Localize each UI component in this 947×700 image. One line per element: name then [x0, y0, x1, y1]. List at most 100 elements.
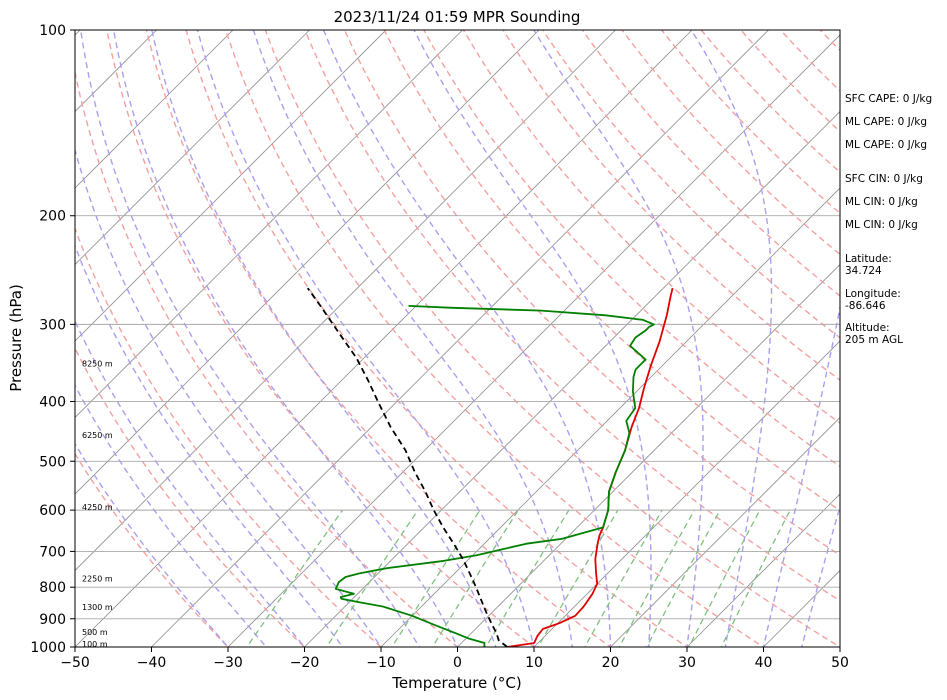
moist-adiabat [112, 30, 459, 647]
temperature-trace [507, 287, 674, 647]
chart-title: 2023/11/24 01:59 MPR Sounding [334, 8, 581, 26]
plot-frame [74, 29, 841, 648]
moist-adiabat [252, 30, 574, 647]
moist-adiabat-lines [75, 30, 840, 647]
x-tick-label: −50 [60, 655, 90, 671]
stat-altitude: Altitude: 205 m AGL [845, 322, 903, 346]
isotherm-line [75, 30, 311, 266]
moist-adiabat [75, 319, 306, 647]
isotherm-line [150, 30, 770, 647]
stat-ml-cape: ML CAPE: 0 J/kg [845, 116, 928, 128]
dry-adiabat [75, 452, 229, 647]
moist-adiabat [533, 30, 704, 647]
dry-adiabat [502, 30, 840, 382]
isotherm-line [75, 30, 158, 113]
isotherm-line [903, 16, 947, 660]
x-tick-label: 40 [755, 655, 773, 671]
isotherm-line [75, 30, 693, 647]
isotherm-line [75, 30, 234, 189]
y-tick-label: 100 [39, 23, 66, 39]
isotherm-line [75, 30, 540, 495]
mixing-ratio-line [645, 509, 721, 647]
dry-adiabat [224, 30, 765, 647]
moist-adiabat [322, 30, 612, 647]
dewpoint-trace [334, 305, 655, 647]
height-label: 500 m [82, 628, 108, 637]
y-axis-title: Pressure (hPa) [7, 284, 25, 392]
stat-latitude: Latitude: 34.724 [845, 253, 892, 277]
dry-adiabat [185, 30, 689, 647]
x-tick-label: 0 [453, 655, 462, 671]
moist-adiabat [413, 30, 652, 647]
mixing-ratio-line [325, 509, 419, 647]
height-label: 2250 m [82, 575, 113, 584]
moist-adiabat [151, 30, 497, 647]
y-tick-label: 400 [39, 394, 66, 410]
stat-ml-cin: ML CIN: 0 J/kg [845, 196, 918, 208]
y-tick-label: 200 [39, 209, 66, 225]
isotherm-line [303, 110, 840, 647]
x-axis-ticks: −50 −40 −30 −20 −10 0 10 20 30 40 50 [60, 647, 849, 671]
y-tick-label: 600 [39, 503, 66, 519]
mixing-ratio-line [688, 509, 761, 647]
height-label: 100 m [82, 640, 108, 649]
y-tick-label: 500 [39, 454, 66, 470]
dry-adiabat [541, 30, 840, 339]
parcel-trace [306, 287, 508, 647]
mixing-ratio-line [537, 509, 619, 647]
dry-adiabat [106, 30, 536, 647]
dry-adiabat [581, 30, 840, 297]
y-tick-label: 800 [39, 580, 66, 596]
moist-adiabat [801, 503, 840, 647]
x-tick-label: −20 [290, 655, 320, 671]
isotherm-line [609, 416, 840, 647]
mixing-ratio-line [431, 509, 519, 647]
isotherm-line [227, 34, 840, 647]
stat-sfc-cape: SFC CAPE: 0 J/kg [845, 93, 933, 105]
y-tick-label: 700 [39, 544, 66, 560]
stat-ml-cape-2: ML CAPE: 0 J/kg [845, 139, 928, 151]
x-tick-label: 50 [831, 655, 849, 671]
mixing-ratio-line [246, 509, 344, 647]
mixing-ratio-line [485, 509, 570, 647]
dry-adiabat-lines [75, 30, 840, 647]
moist-adiabat [80, 30, 421, 647]
isotherm-line [533, 340, 840, 647]
dry-adiabat [75, 69, 459, 647]
x-tick-label: −30 [213, 655, 243, 671]
x-tick-label: 20 [602, 655, 620, 671]
isotherm-line [686, 493, 840, 647]
height-label: 4250 m [82, 503, 113, 512]
mixing-ratio-line [720, 509, 791, 647]
moist-adiabat [762, 304, 840, 647]
height-label: 8250 m [82, 359, 113, 368]
isotherm-line [75, 30, 387, 342]
mixing-ratio-line [584, 509, 663, 647]
y-axis-ticks: 1000 900 800 700 600 500 400 300 200 100 [30, 23, 75, 656]
dry-adiabat [264, 30, 840, 647]
sounding-traces [306, 287, 674, 647]
isotherm-lines [75, 16, 947, 660]
stat-longitude: Longitude: -86.646 [845, 288, 901, 312]
x-axis-title: Temperature (°C) [391, 674, 521, 692]
stat-ml-cin-2: ML CIN: 0 J/kg [845, 219, 918, 231]
dry-adiabat [145, 30, 612, 647]
moist-adiabat [690, 30, 773, 647]
stat-sfc-cin: SFC CIN: 0 J/kg [845, 173, 923, 185]
moist-adiabat [75, 147, 382, 647]
height-labels: 100 m 500 m 1300 m 2250 m 4250 m 6250 m 8250 m [82, 359, 113, 648]
x-tick-label: −10 [366, 655, 396, 671]
mixing-ratio-line [391, 509, 481, 647]
mixing-ratio-lines [246, 509, 791, 647]
dry-adiabat [700, 30, 840, 174]
pressure-gridlines [75, 30, 840, 647]
x-tick-label: 30 [678, 655, 696, 671]
isotherm-line [456, 263, 840, 647]
x-tick-label: −40 [137, 655, 167, 671]
isotherm-line [75, 30, 464, 419]
moist-adiabat [75, 244, 344, 647]
mixing-ratio-line [618, 509, 696, 647]
height-label: 1300 m [82, 603, 113, 612]
isotherm-line [380, 187, 840, 647]
